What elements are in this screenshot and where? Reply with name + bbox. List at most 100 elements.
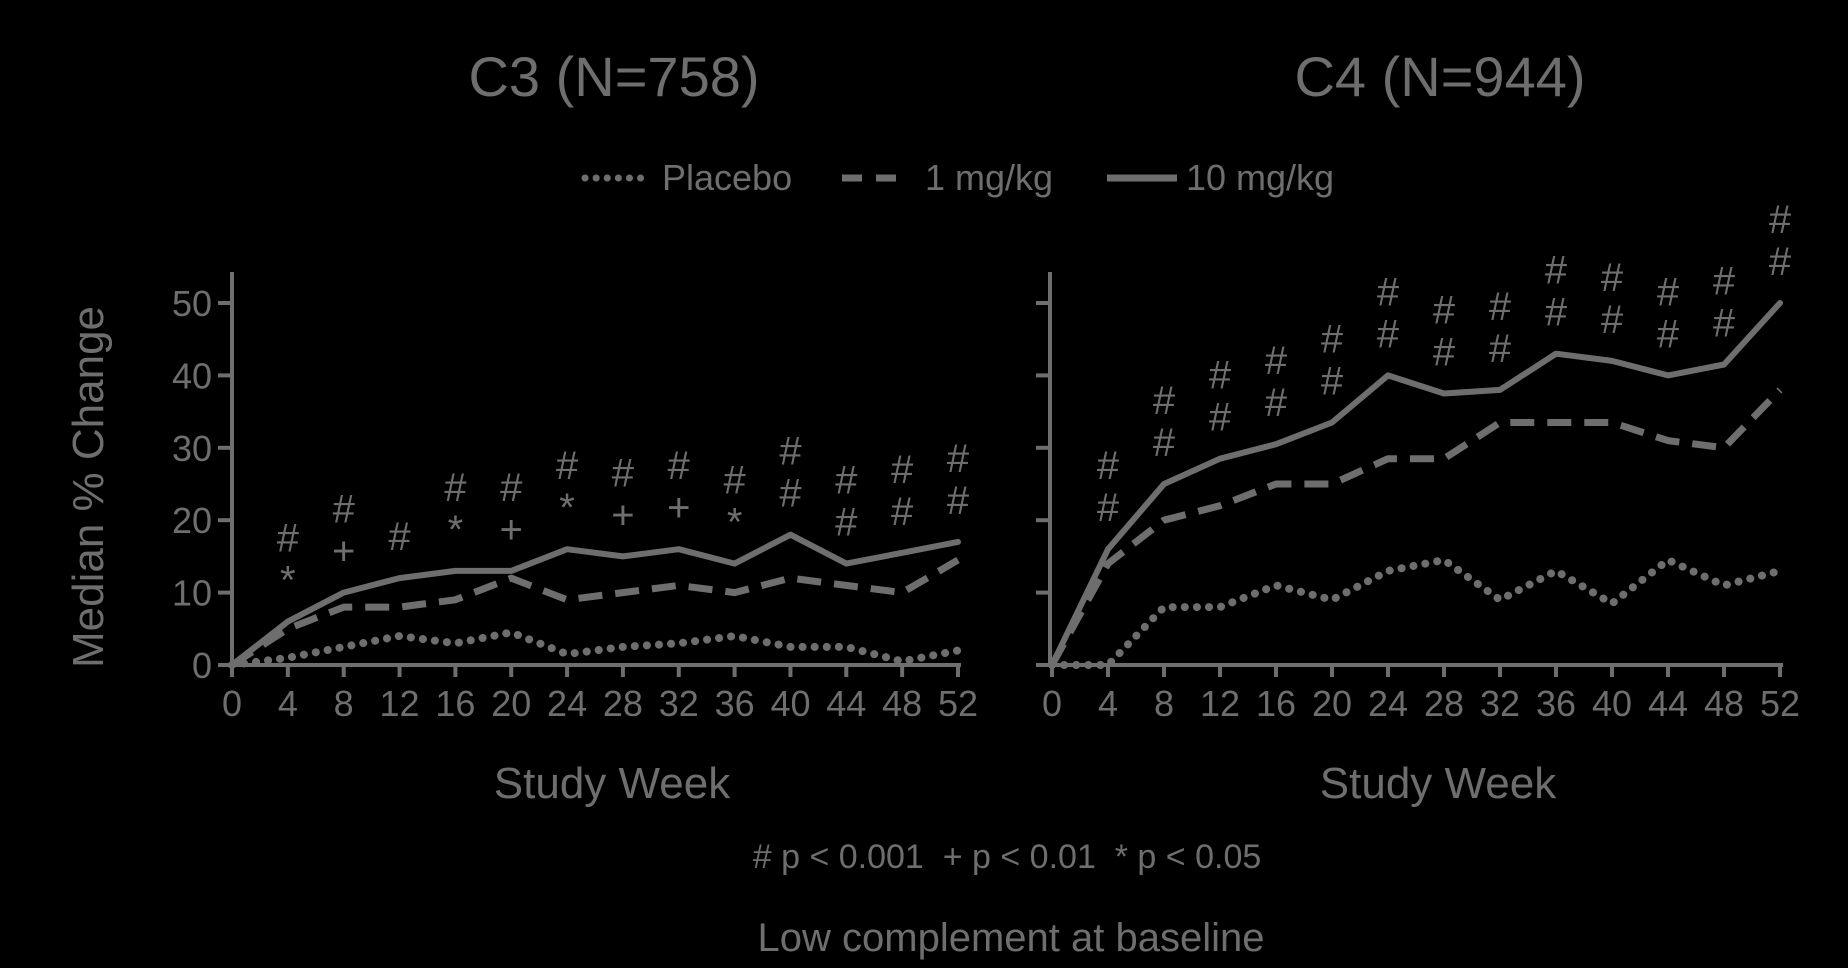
legend: Placebo 1 mg/kg 10 mg/kg [581,157,1334,198]
c3-y-tick-label: 40 [172,355,212,396]
c3-significance-mark: # [500,466,523,510]
c4-significance-mark: # [1265,339,1288,383]
c3-x-axis-label: Study Week [494,759,731,808]
c4-x-axis-label: Study Week [1320,759,1557,808]
c3-y-tick-label: 10 [172,573,212,614]
c3-significance-mark: # [277,517,300,561]
c4-x-tick-label: 24 [1368,683,1408,724]
c3-x-tick-label: 40 [770,683,810,724]
c4-significance-mark: # [1657,312,1680,356]
c4-significance-mark: # [1713,302,1736,346]
c3-panel: Median % Change Study Week [64,306,731,808]
c3-significance-mark: + [500,508,523,552]
c3-series-10-mg-kg [229,531,961,668]
c3-x-tick-label: 28 [603,683,643,724]
legend-placebo-label: Placebo [662,157,792,198]
c3-significance-mark: # [556,444,579,488]
c4-series-placebo [1048,556,1784,669]
c3-significance-mark: # [947,479,970,523]
c4-x-tick-label: 20 [1312,683,1352,724]
c4-x-tick-label: 4 [1098,683,1118,724]
c4-significance-mark: # [1713,260,1736,304]
c3-x-tick-label: 24 [547,683,587,724]
c4-x-tick-label: 36 [1536,683,1576,724]
c3-significance-mark: # [835,501,858,545]
c3-significance-mark: # [947,437,970,481]
c3-y-axis-label: Median % Change [64,306,113,668]
c4-x-tick-label: 0 [1042,683,1062,724]
c3-x-tick-label: 52 [938,683,978,724]
c3-x-tick-label: 44 [826,683,866,724]
c3-significance-mark: # [891,490,914,534]
c4-x-tick-label: 32 [1480,683,1520,724]
c4-significance-mark: # [1209,396,1232,440]
c4-panel: Study Week [1320,759,1557,808]
c3-significance-mark: * [280,559,296,603]
c3-significance-mark: # [723,459,746,503]
c4-significance-mark: # [1153,421,1176,465]
c4-significance-mark: # [1769,240,1792,284]
c4-significance-mark: # [1489,327,1512,371]
c4-significance-mark: # [1433,331,1456,375]
legend-1mg-label: 1 mg/kg [925,157,1053,198]
c4-x-tick-label: 52 [1760,683,1800,724]
c4-significance-mark: # [1097,444,1120,488]
c3-significance-mark: # [388,515,411,559]
c3-y-tick-label: 50 [172,283,212,324]
c4-significance-mark: # [1601,256,1624,300]
c4-x-tick-label: 44 [1648,683,1688,724]
c3-significance-mark: # [779,430,802,474]
c4-x-tick-label: 48 [1704,683,1744,724]
c4-significance-mark: # [1489,285,1512,329]
figure-caption: Low complement at baseline [758,916,1265,960]
c3-significance-mark: # [444,466,467,510]
c4-x-tick-label: 28 [1424,683,1464,724]
c3-significance-mark: + [332,530,355,574]
c3-x-tick-label: 0 [222,683,242,724]
c3-y-tick-label: 0 [192,645,212,686]
c3-series-placebo [228,628,962,669]
c3-significance-mark: * [727,501,743,545]
c3-title: C3 (N=758) [468,45,759,108]
c3-significance-mark: + [611,493,634,537]
legend-10mg-label: 10 mg/kg [1186,157,1334,198]
c4-title: C4 (N=944) [1294,45,1585,108]
c3-y-tick-label: 20 [172,500,212,541]
c3-x-tick-label: 48 [882,683,922,724]
c4-x-tick-label: 16 [1256,683,1296,724]
c4-x-tick-label: 8 [1154,683,1174,724]
c4-significance-mark: # [1433,289,1456,333]
c3-x-tick-label: 4 [278,683,298,724]
c3-series-1-mg-kg [230,556,960,668]
c4-series-1-mg-kg [1048,387,1783,667]
c3-x-tick-label: 8 [334,683,354,724]
c3-significance-mark: * [559,486,575,530]
c4-significance-mark: # [1209,354,1232,398]
c4-significance-mark: # [1321,317,1344,361]
c4-x-tick-label: 40 [1592,683,1632,724]
c3-significance-mark: # [835,459,858,503]
c3-significance-mark: + [667,486,690,530]
c3-significance-mark: # [612,451,635,495]
c4-significance-mark: # [1321,359,1344,403]
c4-significance-mark: # [1377,270,1400,314]
c4-series-10-mg-kg [1049,300,1783,668]
c3-y-tick-label: 30 [172,428,212,469]
c3-x-tick-label: 12 [380,683,420,724]
c4-significance-mark: # [1545,249,1568,293]
c3-x-tick-label: 32 [659,683,699,724]
c3-significance-mark: # [333,488,356,532]
c3-x-tick-label: 20 [491,683,531,724]
c3-x-tick-label: 36 [715,683,755,724]
c4-significance-mark: # [1657,270,1680,314]
c3-significance-mark: # [891,448,914,492]
c3-x-tick-label: 16 [435,683,475,724]
c4-significance-mark: # [1153,379,1176,423]
c4-x-tick-label: 12 [1200,683,1240,724]
c4-significance-mark: # [1097,486,1120,530]
c3-significance-mark: * [448,508,464,552]
c4-significance-mark: # [1601,298,1624,342]
c4-significance-mark: # [1545,291,1568,335]
